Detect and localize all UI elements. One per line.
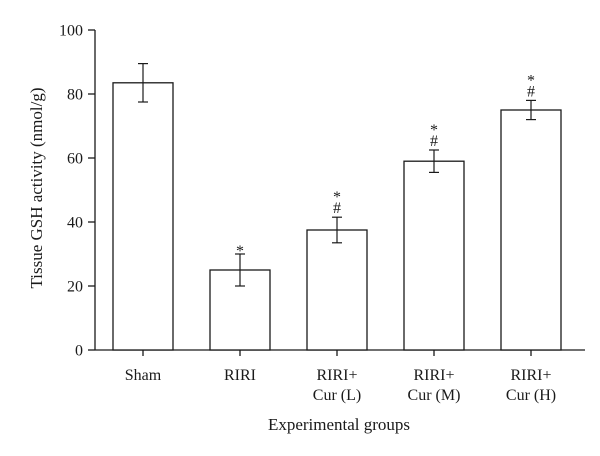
y-tick-label: 0 — [75, 343, 83, 360]
bar — [112, 82, 174, 351]
significance-asterisk: * — [236, 243, 244, 260]
x-tick-label: RIRI — [224, 367, 256, 384]
x-tick-label: Cur (L) — [313, 387, 361, 404]
y-tick-label: 60 — [67, 151, 83, 168]
y-tick-label: 20 — [67, 279, 83, 296]
significance-asterisk: * — [430, 122, 438, 139]
y-tick-label: 100 — [59, 23, 83, 40]
bar — [306, 229, 368, 351]
bar — [403, 160, 465, 351]
y-tick-label: 80 — [67, 87, 83, 104]
x-tick-label: RIRI+ — [510, 367, 551, 384]
significance-hash: # — [333, 200, 341, 217]
y-tick-label: 40 — [67, 215, 83, 232]
x-tick-label: Cur (M) — [408, 387, 461, 404]
x-tick-label: RIRI+ — [316, 367, 357, 384]
bar — [500, 109, 562, 351]
x-axis-label: Experimental groups — [268, 415, 410, 434]
significance-hash: # — [430, 133, 438, 150]
significance-asterisk: * — [527, 72, 535, 89]
x-tick-label: Sham — [125, 367, 162, 384]
x-tick-label: Cur (H) — [506, 387, 556, 404]
y-axis-label: Tissue GSH activity (nmol/g) — [27, 87, 46, 288]
significance-asterisk: * — [333, 189, 341, 206]
x-tick-label: RIRI+ — [413, 367, 454, 384]
significance-hash: # — [527, 83, 535, 100]
